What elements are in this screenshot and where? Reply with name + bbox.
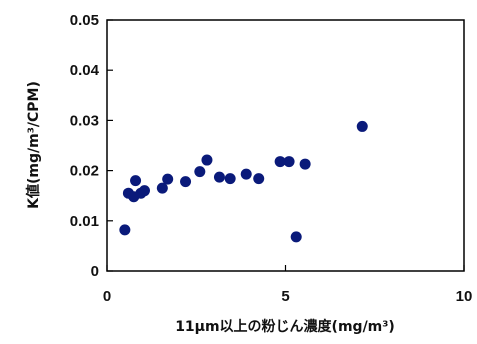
data-point: [253, 173, 265, 185]
data-point: [201, 154, 213, 166]
data-point: [119, 224, 131, 236]
y-tick-label: 0.01: [70, 213, 99, 230]
data-point: [138, 185, 150, 197]
data-point: [162, 173, 174, 185]
x-axis-title: 11μm以上の粉じん濃度(mg/m³): [175, 318, 395, 335]
y-axis-ticks: 0 0.01 0.02 0.03 0.04 0.05: [70, 12, 113, 280]
data-point: [156, 182, 168, 194]
y-axis-title: K値(mg/m³/CPM): [25, 81, 42, 209]
y-tick-label: 0.05: [70, 12, 99, 29]
y-tick-label: 0.03: [70, 112, 99, 129]
x-tick-label: 10: [456, 288, 473, 305]
y-tick-label: 0: [91, 263, 99, 280]
data-point: [290, 231, 302, 243]
data-point: [213, 171, 225, 183]
data-point: [299, 158, 311, 170]
plot-area: [106, 19, 465, 272]
data-point: [180, 176, 192, 188]
data-point: [224, 173, 236, 185]
x-tick-label: 5: [281, 288, 289, 305]
x-axis-ticks: 0 5 10: [103, 265, 473, 305]
y-tick-label: 0.02: [70, 163, 99, 180]
x-tick-label: 0: [103, 288, 111, 305]
data-points: [119, 120, 368, 243]
data-point: [283, 156, 295, 168]
y-tick-label: 0.04: [70, 62, 100, 79]
data-point: [240, 168, 252, 180]
data-point: [274, 156, 286, 168]
data-point: [130, 175, 142, 187]
data-point: [194, 166, 206, 178]
data-point: [356, 120, 368, 132]
